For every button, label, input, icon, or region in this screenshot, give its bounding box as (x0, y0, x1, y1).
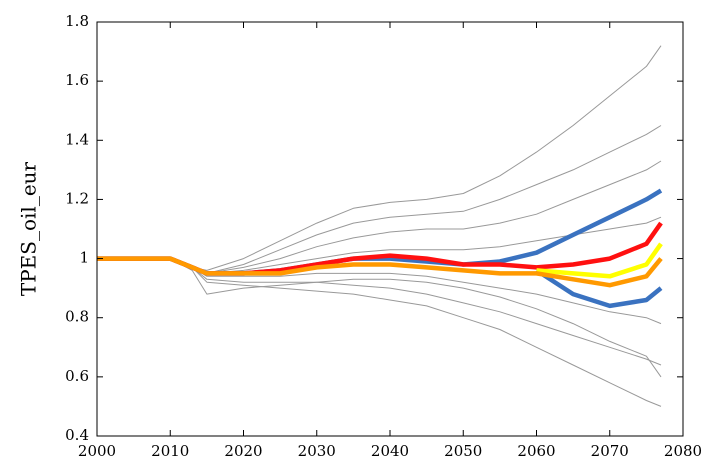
plot-frame (96, 21, 684, 437)
x-tick-label: 2040 (371, 442, 409, 460)
series-line (97, 125, 662, 274)
x-tick-label: 2030 (298, 442, 336, 460)
x-tick-label: 2050 (444, 442, 482, 460)
x-tick-label: 2080 (664, 442, 702, 460)
y-tick-label: 0.6 (65, 367, 89, 385)
series-line (536, 242, 663, 279)
series-line (97, 256, 663, 288)
series-line (535, 268, 663, 309)
y-tick-label: 1.6 (65, 71, 89, 89)
x-tick-label: 2020 (224, 442, 262, 460)
y-tick-label: 1.4 (65, 130, 89, 148)
series-line (97, 258, 662, 378)
x-tick-label: 2060 (517, 442, 555, 460)
y-tick-label: 1.8 (65, 12, 89, 30)
y-tick-label: 1.2 (65, 189, 89, 207)
y-tick-label: 0.8 (65, 308, 89, 326)
series-line (97, 258, 662, 366)
series-line (97, 258, 662, 407)
x-tick-label: 2010 (151, 442, 189, 460)
x-tick-label: 2000 (78, 442, 116, 460)
series-line (97, 258, 662, 325)
y-tick-label: 0.4 (65, 426, 89, 444)
y-axis-label: TPES_oil_eur (17, 161, 41, 296)
x-tick-label: 2070 (591, 442, 629, 460)
series-line (97, 45, 662, 271)
y-tick-label: 1 (79, 249, 89, 267)
